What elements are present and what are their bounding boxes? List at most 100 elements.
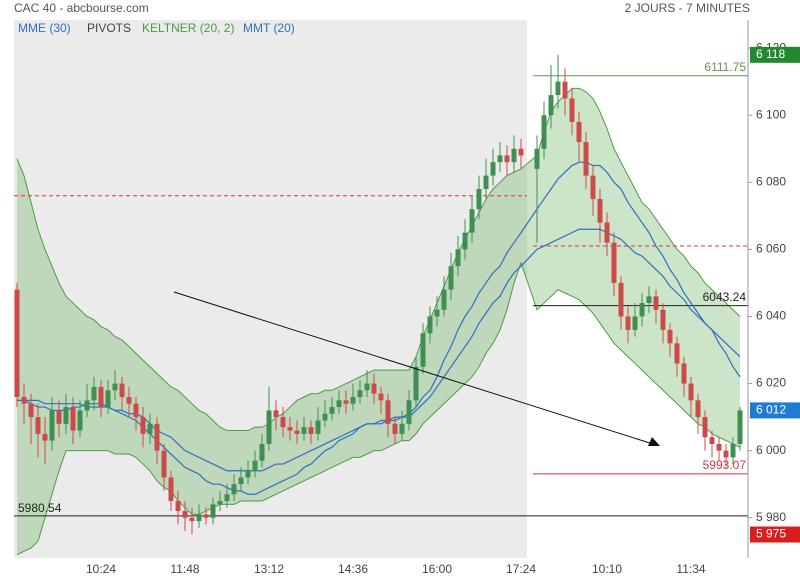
candle-body (569, 98, 575, 122)
candle-body (555, 81, 561, 96)
candle-body (611, 242, 617, 283)
candle-body (70, 407, 76, 431)
candle-body (716, 443, 722, 451)
candle-body (203, 514, 209, 518)
x-tick-label: 10:10 (592, 562, 622, 576)
price-badge (750, 402, 800, 419)
trend-arrow-head (648, 437, 660, 446)
price-badge-label: 6 118 (756, 47, 785, 61)
candle-body (210, 504, 216, 518)
candle-body (161, 450, 167, 478)
candle-body (315, 420, 321, 434)
pivot-label: 6111.75 (704, 60, 746, 74)
candle-body (723, 450, 729, 458)
candle-body (329, 407, 335, 414)
trend-line (173, 291, 657, 446)
candle-body (653, 296, 659, 310)
candle-body (42, 433, 48, 441)
candle-body (534, 148, 540, 169)
candle-body (259, 443, 265, 461)
candle-body (91, 386, 97, 401)
legend-entry[interactable]: MME (30) (18, 21, 71, 35)
y-tick-label: 6 060 (756, 242, 786, 256)
pivot-label: 6043.24 (703, 290, 747, 304)
candle-body (238, 477, 244, 485)
plot (14, 54, 748, 556)
candle-body (84, 400, 90, 411)
candle-body (21, 396, 27, 404)
legend-entry[interactable]: PIVOTS (87, 21, 131, 35)
candle-body (140, 417, 146, 434)
x-tick-label: 11:48 (170, 562, 199, 576)
candle-body (385, 400, 391, 424)
y-tick-label: 6 000 (756, 443, 786, 457)
candle-body (322, 413, 328, 421)
candle-body (294, 430, 300, 434)
candle-body (737, 410, 743, 444)
candle-body (112, 383, 118, 391)
candle-body (217, 500, 223, 505)
keltner-upper (16, 87, 741, 432)
candle-body (518, 148, 524, 156)
candle-body (154, 423, 160, 451)
candle-body (252, 460, 258, 471)
candle-body (583, 142, 589, 176)
candle-body (576, 121, 582, 143)
candle-body (224, 494, 230, 501)
candle-body (105, 390, 111, 408)
candle-body (434, 309, 440, 317)
candle-body (462, 232, 468, 250)
candle-body (357, 390, 363, 397)
keltner-lower (16, 261, 741, 556)
price-badge-label: 5 975 (756, 527, 786, 541)
x-tick-label: 13:12 (254, 562, 284, 576)
candle-body (632, 316, 638, 330)
candle-body (14, 289, 20, 397)
candle-body (413, 366, 419, 401)
candle-body (378, 393, 384, 401)
x-tick-label: 14:36 (338, 562, 368, 576)
x-tick-label: 17:24 (506, 562, 536, 576)
candle-body (660, 309, 666, 330)
candle-body (133, 403, 139, 418)
pivot-label: 5993.07 (703, 458, 747, 472)
x-tick-label: 10:24 (86, 562, 116, 576)
legend-entry[interactable]: MMT (20) (243, 21, 295, 35)
candle-body (266, 410, 272, 444)
candle-body (597, 199, 603, 223)
candle-body (639, 303, 645, 317)
pivot-label: 5980.54 (18, 501, 62, 515)
candle-body (562, 81, 568, 99)
candle-body (427, 316, 433, 334)
candle-body (406, 400, 412, 424)
candle-body (98, 386, 104, 408)
candle-body (280, 417, 286, 428)
x-tick-label: 16:00 (422, 562, 452, 576)
candle-body (196, 514, 202, 522)
candle-body (371, 383, 377, 394)
candle-body (604, 222, 610, 243)
legend-entry[interactable]: KELTNER (20, 2) (142, 21, 234, 35)
candle-body (469, 209, 475, 233)
candle-body (287, 427, 293, 431)
y-tick-label: 6 040 (756, 309, 786, 323)
chart-subtitle: 2 JOURS - 7 MINUTES (625, 1, 750, 15)
previous-session-shade (14, 20, 527, 558)
candle-body (646, 296, 652, 304)
candle-body (147, 423, 153, 434)
candle-body (126, 396, 132, 404)
candle-body (681, 363, 687, 384)
candle-body (541, 115, 547, 149)
price-badge-label: 6 012 (756, 403, 786, 417)
candle-body (189, 517, 195, 522)
candle-body (667, 329, 673, 344)
candle-body (175, 500, 181, 512)
candle-body (63, 407, 69, 424)
candle-body (420, 333, 426, 367)
candle-body (688, 383, 694, 401)
candle-body (168, 477, 174, 501)
candle-body (273, 410, 279, 418)
candle-body (504, 155, 510, 163)
candle-body (77, 410, 83, 431)
